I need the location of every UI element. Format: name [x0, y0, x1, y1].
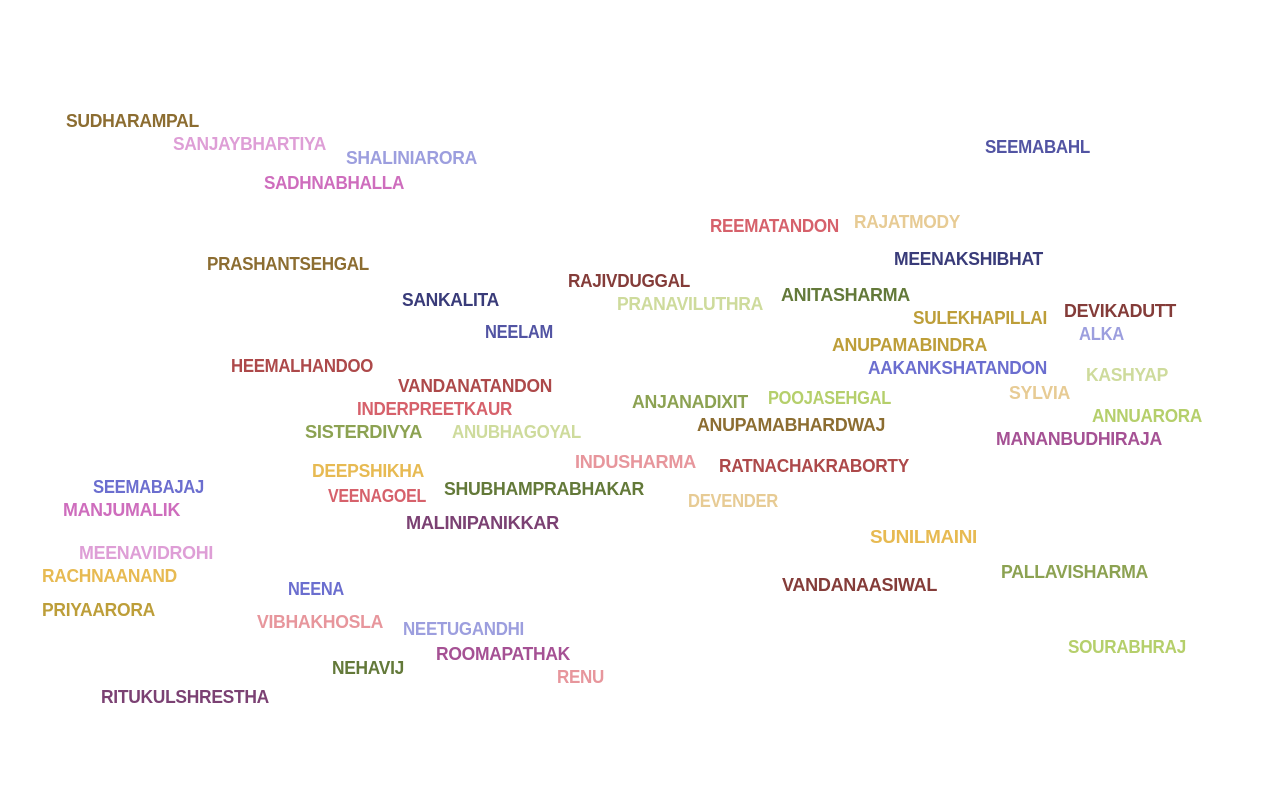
cloud-word: PALLAVISHARMA	[1001, 562, 1149, 582]
cloud-word: SEEMABAJAJ	[93, 477, 205, 497]
cloud-word: SHUBHAMPRABHAKAR	[444, 479, 644, 499]
cloud-word: VANDANAASIWAL	[782, 575, 938, 595]
cloud-word: ANNUARORA	[1092, 406, 1202, 426]
cloud-word: ROOMAPATHAK	[436, 644, 571, 664]
cloud-word: SOURABHRAJ	[1068, 637, 1186, 657]
cloud-word: RENU	[557, 667, 605, 687]
cloud-word: ALKA	[1079, 324, 1124, 344]
cloud-word: INDERPREETKAUR	[357, 399, 512, 419]
cloud-word: RITUKULSHRESTHA	[101, 687, 269, 707]
cloud-word: KASHYAP	[1086, 365, 1168, 385]
cloud-word: NEELAM	[485, 322, 553, 342]
cloud-word: SANJAYBHARTIYA	[173, 134, 326, 154]
cloud-word: SULEKHAPILLAI	[913, 308, 1047, 328]
cloud-word: ANUPAMABINDRA	[832, 335, 988, 355]
cloud-word: SISTERDIVYA	[305, 422, 423, 442]
cloud-word: PRASHANTSEHGAL	[207, 254, 369, 274]
cloud-word: SADHNABHALLA	[264, 173, 405, 193]
cloud-word: POOJASEHGAL	[768, 388, 892, 408]
cloud-word: MEENAVIDROHI	[79, 543, 213, 563]
cloud-word: VIBHAKHOSLA	[257, 612, 384, 632]
cloud-word: ANITASHARMA	[781, 285, 910, 305]
cloud-word: RACHNAANAND	[42, 566, 177, 586]
cloud-word: PRANAVILUTHRA	[617, 294, 764, 314]
cloud-word: ANJANADIXIT	[632, 392, 748, 412]
cloud-word: RAJIVDUGGAL	[568, 271, 690, 291]
cloud-word: DEEPSHIKHA	[312, 461, 425, 481]
cloud-word: SEEMABAHL	[985, 137, 1090, 157]
cloud-word: NEENA	[288, 579, 344, 599]
cloud-word: SANKALITA	[402, 290, 499, 310]
cloud-word: SYLVIA	[1009, 383, 1071, 403]
cloud-word: INDUSHARMA	[575, 452, 696, 472]
cloud-word: NEETUGANDHI	[403, 619, 524, 639]
cloud-word: REEMATANDON	[710, 216, 839, 236]
cloud-word: AAKANKSHATANDON	[868, 358, 1047, 378]
cloud-word: RAJATMODY	[854, 212, 961, 232]
cloud-word: SUNILMAINI	[870, 527, 977, 547]
cloud-word: NEHAVIJ	[332, 658, 404, 678]
cloud-word: PRIYAARORA	[42, 600, 155, 620]
cloud-word: MANANBUDHIRAJA	[996, 429, 1162, 449]
cloud-word: HEEMALHANDOO	[231, 356, 374, 376]
cloud-word: SHALINIARORA	[346, 148, 478, 168]
cloud-word: VEENAGOEL	[328, 486, 426, 506]
cloud-word: ANUPAMABHARDWAJ	[697, 415, 886, 435]
cloud-word: MANJUMALIK	[63, 500, 181, 520]
cloud-word: DEVENDER	[688, 491, 779, 511]
cloud-word: VANDANATANDON	[398, 376, 553, 396]
cloud-word: MALINIPANIKKAR	[406, 513, 559, 533]
cloud-word: ANUBHAGOYAL	[452, 422, 581, 442]
cloud-word: DEVIKADUTT	[1064, 301, 1176, 321]
cloud-word: SUDHARAMPAL	[66, 111, 199, 131]
cloud-word: MEENAKSHIBHAT	[894, 249, 1043, 269]
cloud-word: RATNACHAKRABORTY	[719, 456, 909, 476]
